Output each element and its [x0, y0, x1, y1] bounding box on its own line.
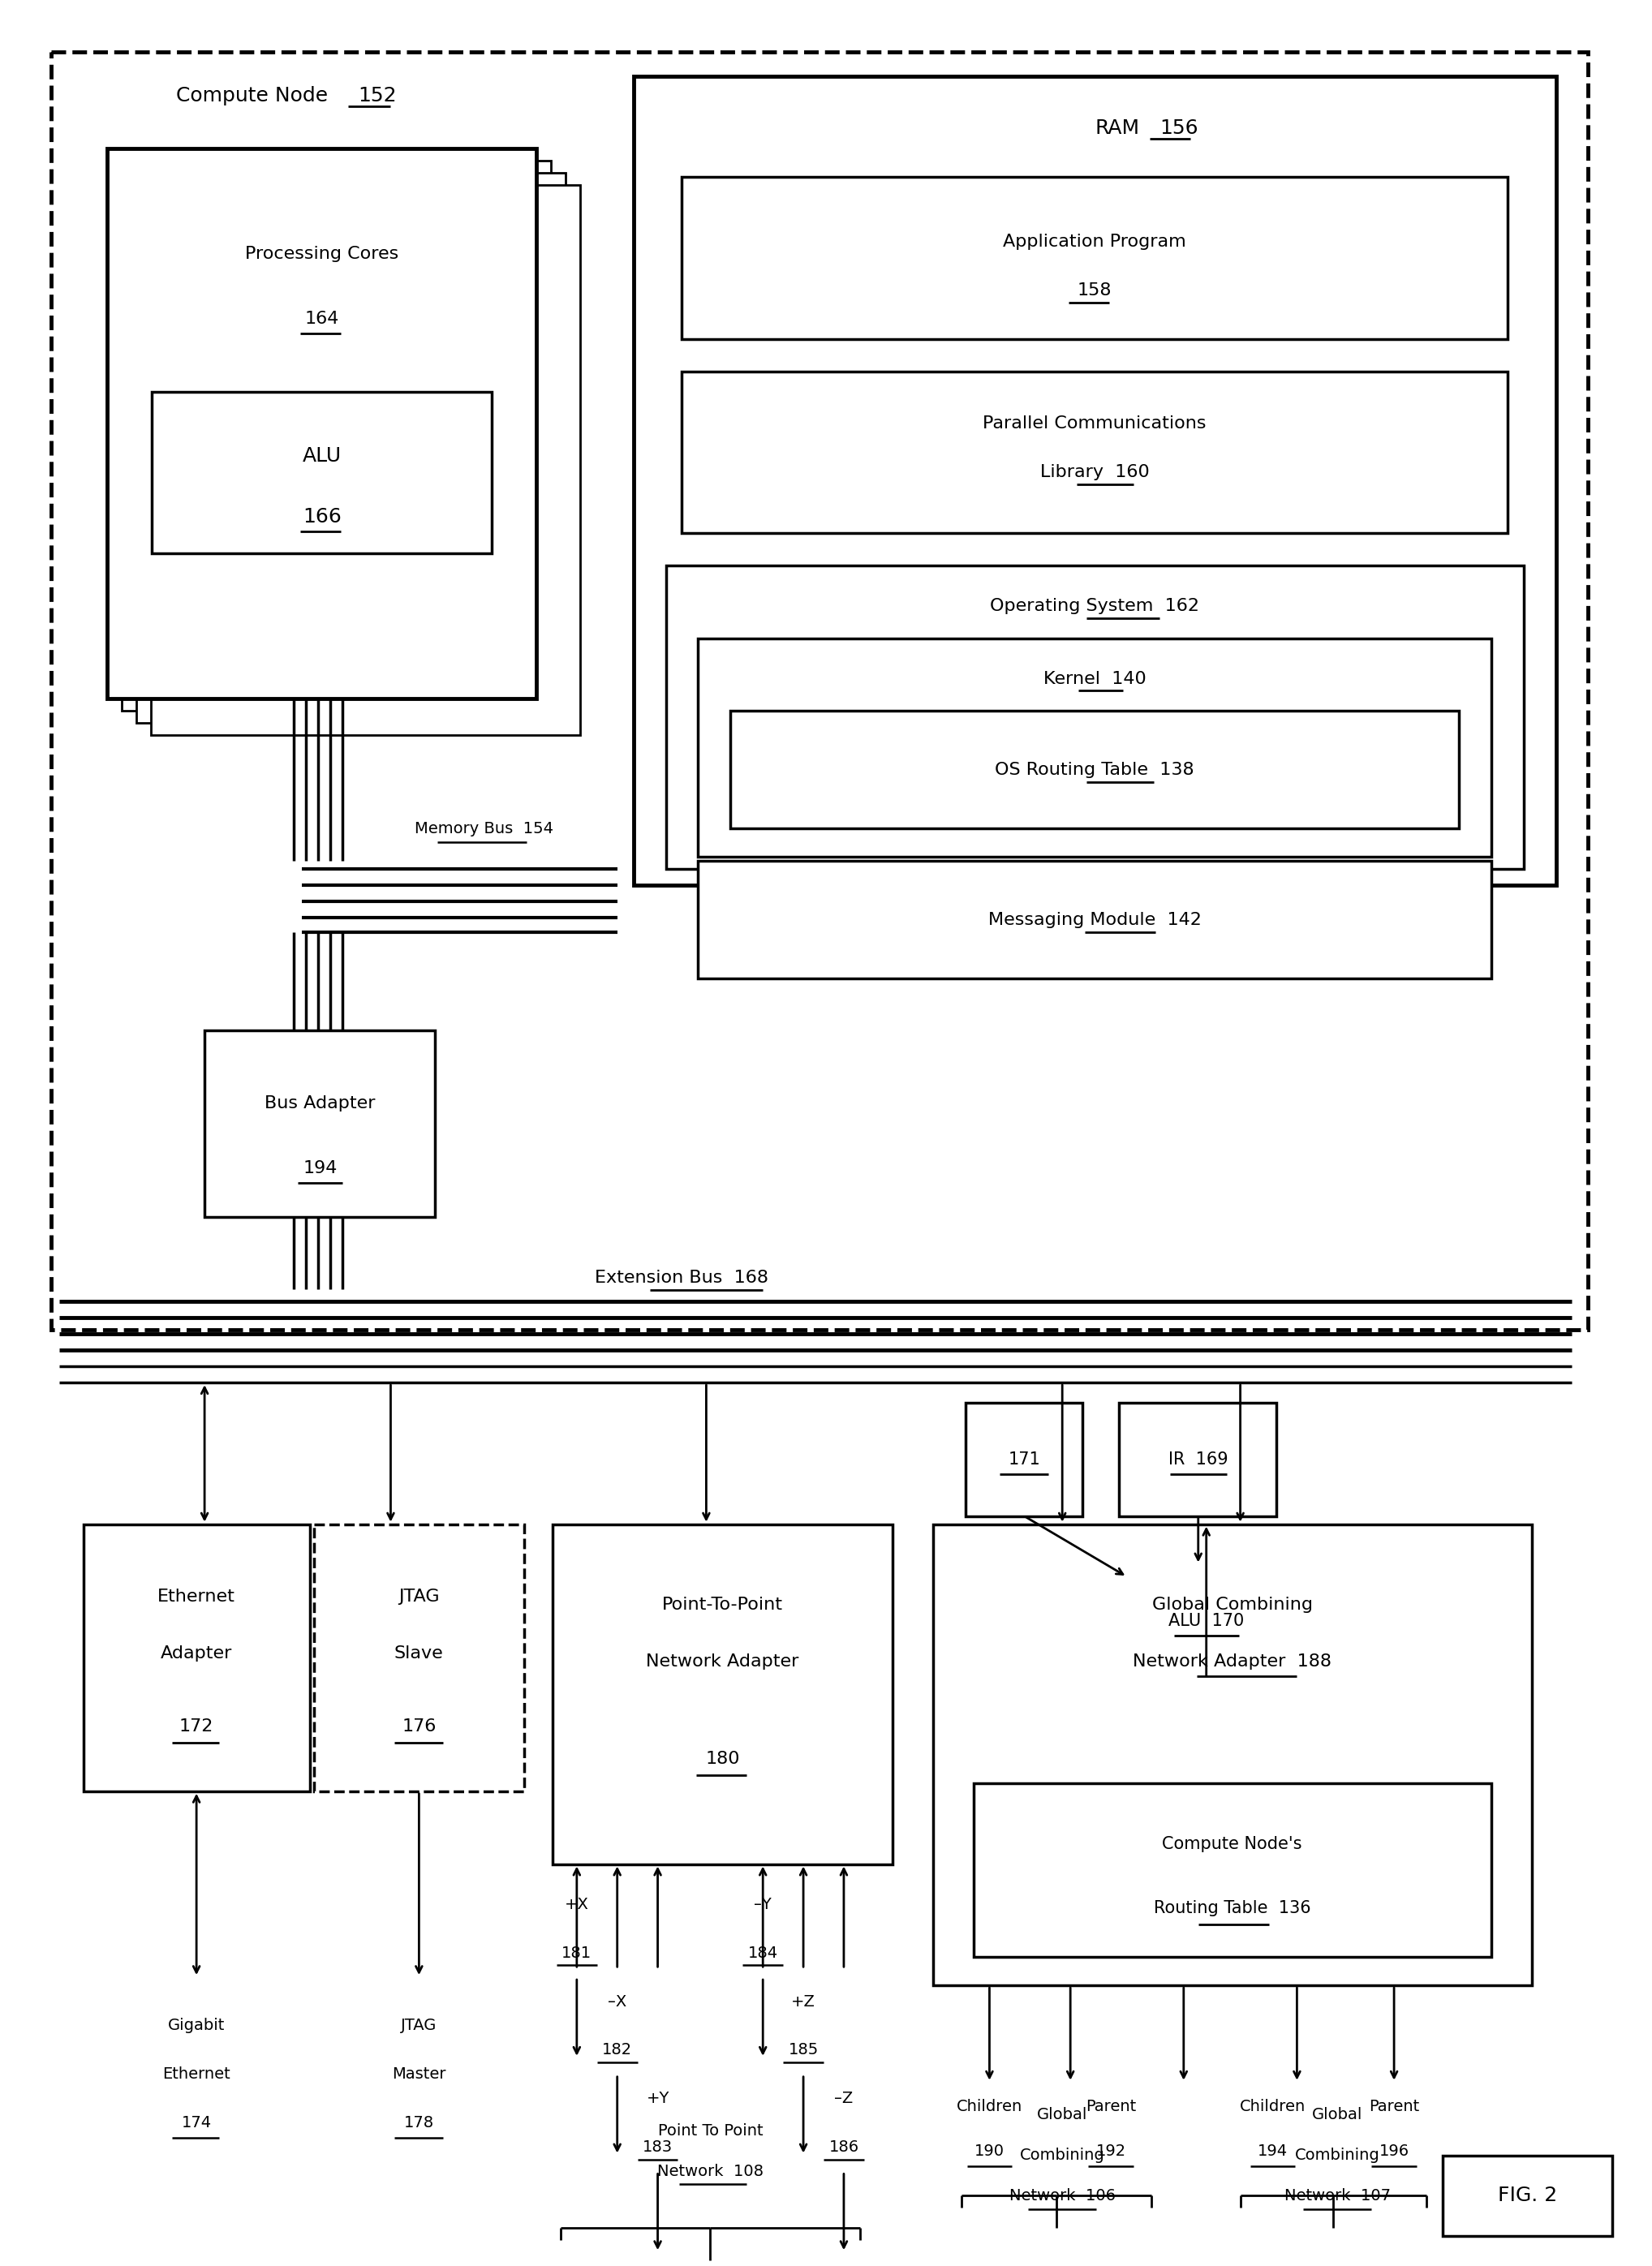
Text: Compute Node's: Compute Node's: [1163, 1835, 1302, 1851]
Text: Ethernet: Ethernet: [157, 1588, 235, 1604]
Text: 182: 182: [603, 2042, 633, 2058]
Bar: [122, 161, 550, 712]
Text: 196: 196: [1379, 2144, 1409, 2159]
Text: +Y: +Y: [646, 2092, 669, 2107]
Text: JTAG: JTAG: [398, 1588, 439, 1604]
Bar: [314, 1525, 524, 1790]
Text: ALU: ALU: [302, 446, 342, 467]
Text: OS Routing Table  138: OS Routing Table 138: [995, 761, 1194, 777]
Text: 174: 174: [182, 2114, 211, 2130]
Text: 186: 186: [829, 2139, 859, 2155]
Text: Kernel  140: Kernel 140: [1042, 671, 1146, 687]
Text: 185: 185: [788, 2042, 818, 2058]
Text: Application Program: Application Program: [1003, 233, 1186, 249]
Text: Slave: Slave: [395, 1645, 444, 1661]
Text: Ethernet: Ethernet: [162, 2067, 230, 2082]
Bar: [633, 75, 1556, 886]
Text: 156: 156: [1160, 118, 1198, 138]
Bar: [51, 52, 1588, 1330]
Text: 181: 181: [562, 1944, 591, 1960]
Text: 166: 166: [302, 508, 342, 526]
Bar: [137, 172, 565, 723]
Bar: [682, 372, 1507, 533]
Text: Memory Bus  154: Memory Bus 154: [415, 820, 553, 836]
Text: Children: Children: [957, 2098, 1023, 2114]
Text: Adapter: Adapter: [160, 1645, 233, 1661]
Bar: [973, 1783, 1492, 1958]
Text: IR  169: IR 169: [1168, 1450, 1227, 1468]
Text: Children: Children: [1239, 2098, 1305, 2114]
Text: Compute Node: Compute Node: [177, 86, 329, 107]
Text: 152: 152: [358, 86, 396, 107]
Bar: [83, 1525, 309, 1790]
Text: Point To Point: Point To Point: [657, 2123, 763, 2139]
Text: JTAG: JTAG: [401, 2019, 438, 2033]
Text: FIG. 2: FIG. 2: [1498, 2187, 1558, 2205]
Bar: [730, 712, 1459, 829]
Text: Network  108: Network 108: [657, 2164, 763, 2180]
Text: Network Adapter  188: Network Adapter 188: [1133, 1654, 1332, 1670]
Text: 178: 178: [405, 2114, 434, 2130]
Text: +Z: +Z: [791, 1994, 816, 2010]
Text: Combining: Combining: [1295, 2148, 1379, 2164]
Text: 176: 176: [401, 1718, 436, 1733]
Text: Messaging Module  142: Messaging Module 142: [988, 911, 1201, 927]
Text: Global: Global: [1037, 2107, 1087, 2123]
Text: 183: 183: [643, 2139, 672, 2155]
Text: Network Adapter: Network Adapter: [646, 1654, 800, 1670]
Text: Point-To-Point: Point-To-Point: [662, 1598, 783, 1613]
Text: 172: 172: [180, 1718, 213, 1733]
Bar: [699, 639, 1492, 857]
Text: 171: 171: [1008, 1450, 1041, 1468]
Bar: [933, 1525, 1531, 1985]
Text: 158: 158: [1077, 283, 1112, 299]
Bar: [552, 1525, 892, 1865]
Text: RAM: RAM: [1095, 118, 1140, 138]
Text: Master: Master: [392, 2067, 446, 2082]
Bar: [150, 186, 580, 736]
Bar: [699, 861, 1492, 979]
Text: 192: 192: [1095, 2144, 1127, 2159]
Bar: [666, 566, 1523, 868]
Text: –X: –X: [608, 1994, 626, 2010]
Bar: [107, 150, 537, 698]
Text: Global: Global: [1312, 2107, 1363, 2123]
Bar: [1118, 1564, 1294, 1677]
Text: Parent: Parent: [1085, 2098, 1137, 2114]
Text: Extension Bus  168: Extension Bus 168: [595, 1269, 768, 1285]
Text: 180: 180: [705, 1752, 740, 1767]
Text: –Z: –Z: [834, 2092, 852, 2107]
Text: 194: 194: [1257, 2144, 1287, 2159]
Text: Library  160: Library 160: [1041, 465, 1150, 480]
Text: Processing Cores: Processing Cores: [244, 245, 398, 263]
Bar: [682, 177, 1507, 340]
Bar: [1442, 2155, 1612, 2237]
Text: Parent: Parent: [1370, 2098, 1419, 2114]
Text: Operating System  162: Operating System 162: [990, 598, 1199, 614]
Text: Bus Adapter: Bus Adapter: [264, 1094, 375, 1113]
Text: ALU  170: ALU 170: [1168, 1613, 1244, 1629]
Text: Gigabit: Gigabit: [169, 2019, 225, 2033]
Text: 194: 194: [302, 1160, 337, 1176]
Text: Network  107: Network 107: [1284, 2189, 1391, 2203]
Text: Global Combining: Global Combining: [1151, 1598, 1313, 1613]
Bar: [205, 1031, 434, 1217]
Text: Routing Table  136: Routing Table 136: [1153, 1901, 1310, 1917]
Bar: [152, 392, 492, 553]
Bar: [1118, 1403, 1277, 1516]
Text: Combining: Combining: [1019, 2148, 1105, 2164]
Text: +X: +X: [565, 1897, 588, 1913]
Bar: [965, 1403, 1082, 1516]
Text: Network  106: Network 106: [1009, 2189, 1115, 2203]
Text: 190: 190: [975, 2144, 1004, 2159]
Text: –Y: –Y: [753, 1897, 771, 1913]
Text: 184: 184: [748, 1944, 778, 1960]
Text: 164: 164: [304, 310, 339, 326]
Text: Parallel Communications: Parallel Communications: [983, 415, 1206, 433]
